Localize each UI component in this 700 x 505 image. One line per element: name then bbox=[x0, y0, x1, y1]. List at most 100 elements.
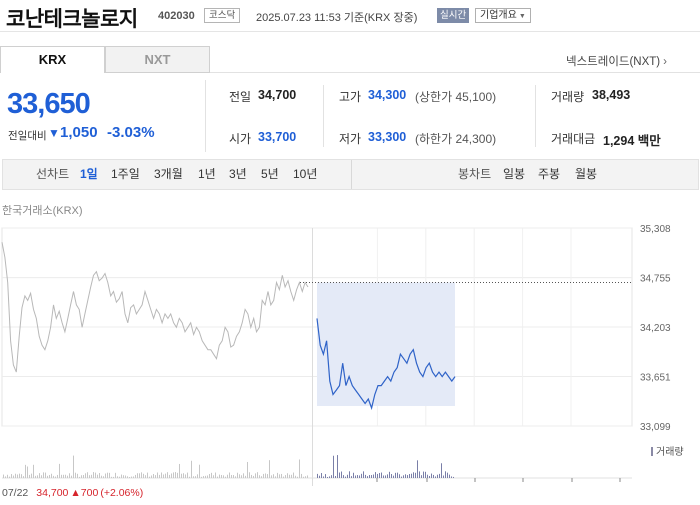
volume-bar bbox=[409, 474, 410, 478]
nxt-link[interactable]: 넥스트레이드(NXT) › bbox=[566, 53, 667, 69]
candle-chart-label: 봉차트 bbox=[458, 167, 492, 181]
tab-krx[interactable]: KRX bbox=[0, 46, 105, 73]
volume-bar bbox=[135, 474, 136, 478]
trade-value-label: 거래대금 bbox=[551, 132, 596, 146]
volume-bar bbox=[17, 474, 18, 478]
volume-bar bbox=[29, 474, 30, 478]
volume-bar bbox=[255, 473, 256, 478]
volume-bar bbox=[359, 475, 360, 478]
volume-bar bbox=[217, 476, 218, 478]
stock-code: 402030 bbox=[158, 10, 195, 22]
volume-bar bbox=[159, 474, 160, 478]
volume-bar bbox=[297, 476, 298, 478]
volume-bar bbox=[117, 476, 118, 478]
volume-bar bbox=[325, 474, 326, 478]
volume-bar bbox=[207, 475, 208, 478]
prev-close-label: 전일 bbox=[229, 90, 252, 104]
x-tick-label: 07/22 bbox=[1, 486, 27, 487]
volume-bar bbox=[451, 476, 452, 478]
period-5y[interactable]: 5년 bbox=[261, 167, 279, 181]
stock-name: 코난테크놀로지 bbox=[6, 8, 138, 31]
volume-bar bbox=[433, 474, 434, 478]
volume-bar bbox=[363, 471, 364, 478]
volume-bar bbox=[189, 476, 190, 478]
volume-bar bbox=[263, 473, 264, 478]
volume-bar bbox=[269, 460, 270, 478]
volume-bar bbox=[355, 475, 356, 478]
upper-limit-note: (상한가 45,100) bbox=[415, 90, 497, 104]
current-price: 33,650 bbox=[7, 88, 91, 120]
volume-bar bbox=[329, 476, 330, 478]
period-1y[interactable]: 1년 bbox=[198, 167, 216, 181]
period-1w[interactable]: 1주일 bbox=[111, 167, 140, 181]
volume-bar bbox=[183, 473, 184, 478]
volume-bar bbox=[105, 473, 106, 478]
volume-bar bbox=[61, 474, 62, 478]
volume-bar bbox=[417, 460, 418, 478]
volume-bar bbox=[333, 455, 334, 478]
hover-price: 34,700 bbox=[36, 487, 69, 499]
volume-bar bbox=[59, 463, 60, 478]
volume-bar bbox=[351, 476, 352, 478]
volume-bar bbox=[437, 474, 438, 478]
volume-bar bbox=[301, 473, 302, 478]
volume-bar bbox=[449, 474, 450, 478]
info-divider bbox=[205, 80, 206, 152]
volume-bar bbox=[317, 473, 318, 478]
x-tick-label: 11:00 bbox=[414, 486, 440, 487]
volume-bar bbox=[379, 472, 380, 478]
period-3y[interactable]: 3년 bbox=[229, 167, 247, 181]
nxt-link-label: 넥스트레이드(NXT) bbox=[566, 56, 661, 68]
volume-bar bbox=[161, 472, 162, 478]
company-overview-button[interactable]: 기업개요 ▼ bbox=[475, 8, 531, 23]
volume-bar bbox=[237, 472, 238, 478]
volume-bar bbox=[337, 455, 338, 478]
volume-bars bbox=[2, 455, 632, 479]
volume-bar bbox=[293, 472, 294, 478]
candle-monthly[interactable]: 월봉 bbox=[575, 167, 598, 181]
volume-bar bbox=[275, 476, 276, 478]
volume-bar bbox=[13, 475, 14, 478]
volume-bar bbox=[125, 475, 126, 478]
low-label: 저가 bbox=[339, 132, 362, 146]
volume-bar bbox=[381, 472, 382, 478]
volume-bar bbox=[177, 472, 178, 478]
volume-bar bbox=[365, 474, 366, 478]
volume-bar bbox=[395, 472, 396, 478]
period-3m[interactable]: 3개월 bbox=[154, 167, 183, 181]
y-tick-label: 34,203 bbox=[640, 323, 671, 334]
volume-bar bbox=[65, 474, 66, 478]
volume-bar bbox=[91, 474, 92, 478]
chart-source: 한국거래소(KRX) bbox=[2, 205, 83, 217]
volume-bar bbox=[245, 475, 246, 478]
volume-bar bbox=[389, 471, 390, 478]
volume-bar bbox=[35, 475, 36, 478]
volume-bar bbox=[209, 474, 210, 478]
volume-bar bbox=[441, 463, 442, 478]
period-10y[interactable]: 10년 bbox=[293, 167, 318, 181]
realtime-badge[interactable]: 실시간 bbox=[437, 8, 470, 23]
volume-legend-swatch bbox=[651, 447, 653, 456]
volume-bar bbox=[299, 459, 300, 478]
tab-nxt[interactable]: NXT bbox=[105, 46, 210, 73]
volume-bar bbox=[353, 472, 354, 478]
volume-bar bbox=[445, 471, 446, 478]
volume-bar bbox=[225, 476, 226, 478]
volume-bar bbox=[211, 472, 212, 478]
volume-bar bbox=[401, 476, 402, 478]
info-divider bbox=[323, 85, 324, 147]
volume-bar bbox=[201, 476, 202, 478]
prev-close-value: 34,700 bbox=[258, 88, 297, 102]
volume-legend-label: 거래량 bbox=[656, 447, 684, 458]
volume-bar bbox=[453, 476, 454, 478]
volume-bar bbox=[113, 476, 114, 478]
volume-bar bbox=[347, 474, 348, 478]
candle-daily[interactable]: 일봉 bbox=[503, 167, 526, 181]
volume-bar bbox=[57, 474, 58, 478]
candle-weekly[interactable]: 주봉 bbox=[538, 167, 561, 181]
volume-bar bbox=[267, 474, 268, 478]
volume-bar bbox=[41, 475, 42, 478]
period-1d[interactable]: 1일 bbox=[80, 167, 98, 181]
volume-bar bbox=[181, 473, 182, 478]
